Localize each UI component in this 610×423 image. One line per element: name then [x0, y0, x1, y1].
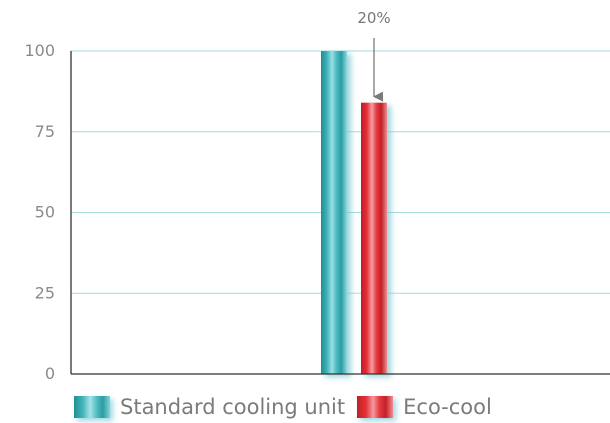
y-tick-label: 100	[24, 41, 55, 60]
legend-item-standard: Standard cooling unit	[74, 395, 345, 419]
legend-label-standard: Standard cooling unit	[120, 395, 346, 419]
y-tick-labels: 0 25 50 75 100	[24, 41, 55, 383]
legend-swatch-standard	[74, 396, 110, 418]
y-tick-label: 50	[35, 203, 55, 222]
axes	[70, 51, 610, 375]
annotation: 20%	[357, 9, 391, 102]
legend-item-eco-cool: Eco-cool	[357, 395, 492, 419]
bars	[321, 51, 387, 375]
legend-swatch-eco-cool	[357, 396, 394, 418]
y-tick-label: 0	[45, 364, 55, 383]
annotation-label: 20%	[357, 9, 390, 27]
y-tick-label: 75	[35, 122, 55, 141]
bar-standard-cooling-unit	[321, 51, 347, 374]
y-tick-label: 25	[35, 283, 55, 302]
legend-label-eco-cool: Eco-cool	[403, 395, 492, 419]
bar-eco-cool	[361, 102, 387, 375]
legend: Standard cooling unit Eco-cool	[74, 391, 504, 423]
